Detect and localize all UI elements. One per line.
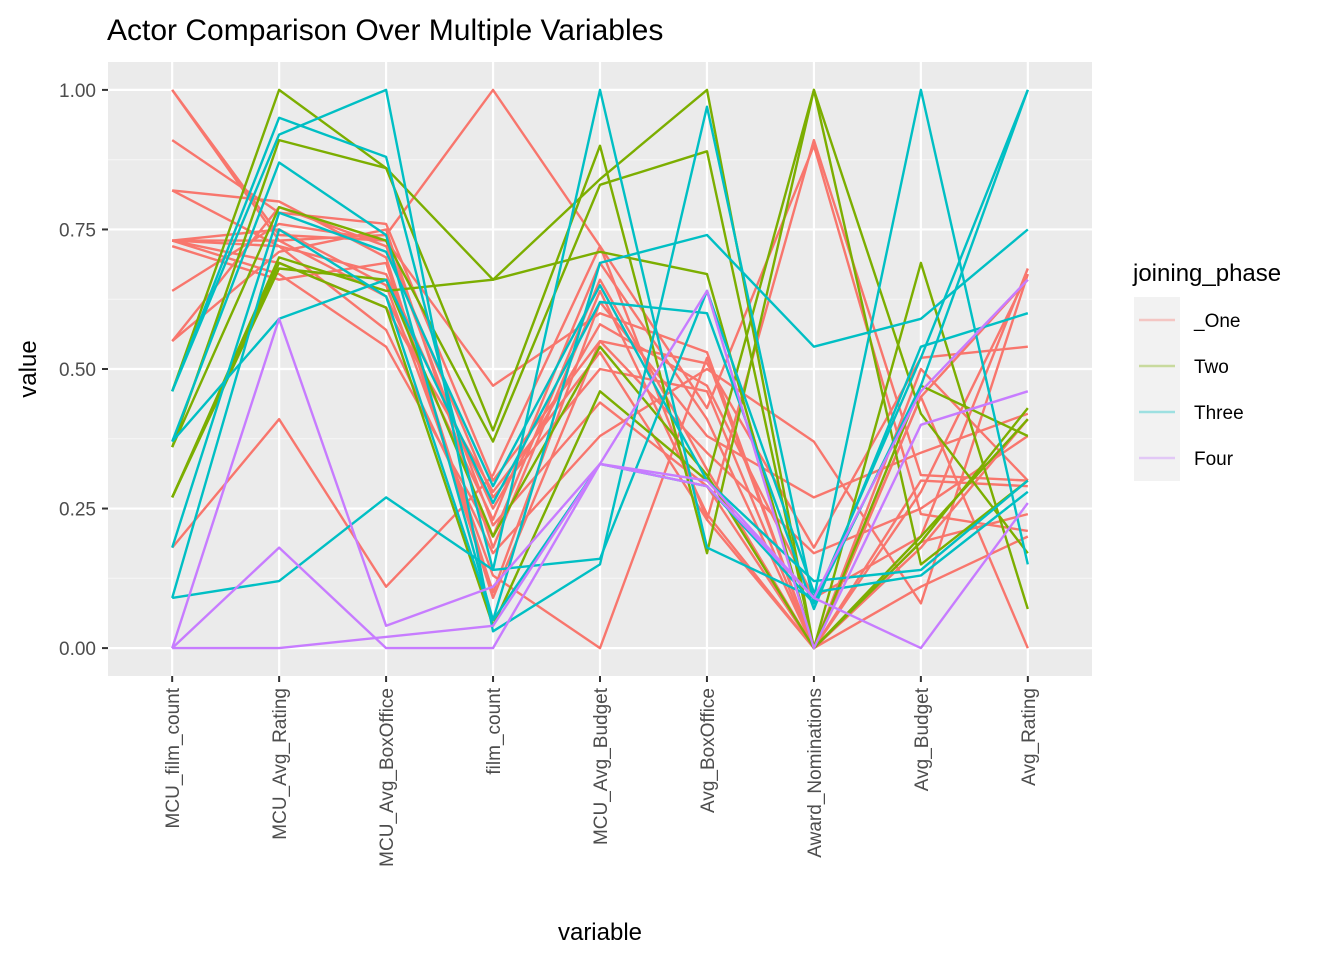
x-tick-label: Avg_Rating (1019, 688, 1040, 786)
series-line-one-5 (171, 189, 1029, 600)
legend-key (1134, 343, 1180, 389)
legend-key (1134, 297, 1180, 343)
y-tick-label: 0.50 (59, 360, 96, 381)
series-line-three-22 (171, 88, 1029, 600)
legend-label: Three (1194, 403, 1244, 424)
x-tick-label: MCU_Avg_Rating (270, 688, 291, 840)
x-tick-label: MCU_film_count (163, 687, 184, 828)
y-tick-label: 0.25 (59, 500, 96, 521)
x-tick-label: Avg_BoxOffice (698, 688, 719, 813)
x-tick-label: Avg_Budget (912, 687, 933, 791)
series-line-one-7 (171, 239, 1029, 650)
legend-label: Two (1194, 357, 1229, 378)
chart-title: Actor Comparison Over Multiple Variables (107, 14, 663, 47)
series-line-two-20 (171, 88, 1029, 627)
y-tick-label: 0.75 (59, 220, 96, 241)
legend: joining_phase _One Two Three Four (1132, 260, 1281, 481)
series-line-four-31 (171, 462, 1029, 650)
x-axis: MCU_film_count MCU_Avg_Rating MCU_Avg_BoxO… (163, 676, 1040, 867)
series-lines (171, 88, 1029, 650)
legend-title: joining_phase (1132, 260, 1281, 287)
y-tick-label: 1.00 (59, 81, 96, 102)
series-line-three-26 (171, 211, 1029, 583)
x-axis-title: variable (558, 919, 642, 946)
series-line-two-19 (171, 250, 1029, 650)
series-line-two-18 (171, 150, 1029, 650)
y-axis-title: value (15, 340, 42, 397)
x-tick-label: Award_Nominations (805, 688, 826, 858)
series-line-three-25 (171, 278, 1029, 611)
legend-key (1134, 435, 1180, 481)
legend-key (1134, 389, 1180, 435)
x-tick-label: MCU_Avg_Budget (591, 687, 612, 845)
series-line-one-11 (171, 245, 1029, 600)
series-line-one-12 (171, 222, 1028, 650)
legend-label: Four (1194, 449, 1234, 470)
y-axis: 0.00 0.25 0.50 0.75 1.00 (59, 81, 108, 660)
x-tick-label: MCU_Avg_BoxOffice (377, 688, 398, 867)
series-line-one-10 (172, 228, 1029, 650)
y-tick-label: 0.00 (59, 639, 96, 660)
legend-label: _One (1193, 311, 1240, 332)
series-line-three-27 (172, 289, 1029, 600)
x-tick-label: film_count (484, 687, 505, 774)
series-line-three-24 (171, 161, 1029, 622)
series-line-two-17 (171, 88, 1029, 555)
series-line-two-16 (171, 88, 1029, 650)
